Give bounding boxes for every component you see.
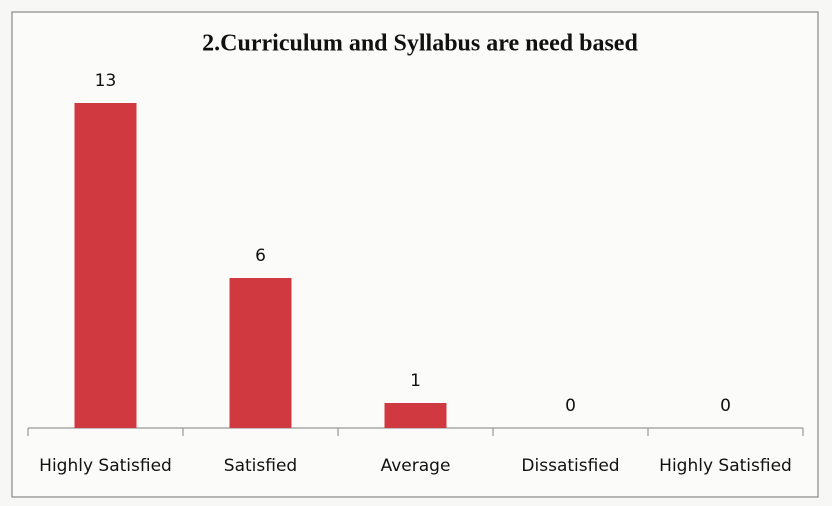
- x-tick-label: Highly Satisfied: [39, 456, 172, 476]
- data-label: 13: [95, 71, 117, 91]
- data-label: 0: [565, 396, 576, 416]
- data-label: 1: [410, 371, 421, 391]
- bar: [229, 278, 292, 428]
- x-tick-label: Highly Satisfied: [659, 456, 792, 476]
- x-tick-label: Dissatisfied: [521, 456, 619, 476]
- chart-title: 2.Curriculum and Syllabus are need based: [202, 31, 638, 57]
- bar: [384, 403, 447, 428]
- x-tick-label: Average: [381, 456, 451, 476]
- data-label: 0: [720, 396, 731, 416]
- data-label: 6: [255, 246, 266, 266]
- bar: [74, 103, 137, 428]
- x-tick-label: Satisfied: [224, 456, 297, 476]
